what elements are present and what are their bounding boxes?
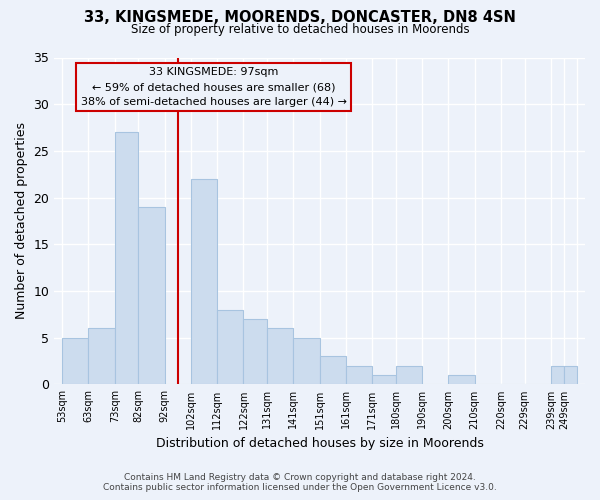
Bar <box>244 319 267 384</box>
Bar <box>191 179 217 384</box>
Bar <box>293 338 320 384</box>
Y-axis label: Number of detached properties: Number of detached properties <box>15 122 28 320</box>
Bar <box>346 366 372 384</box>
Text: 33 KINGSMEDE: 97sqm
← 59% of detached houses are smaller (68)
38% of semi-detach: 33 KINGSMEDE: 97sqm ← 59% of detached ho… <box>80 68 347 107</box>
Bar <box>267 328 293 384</box>
Bar <box>139 207 164 384</box>
Bar <box>551 366 564 384</box>
Bar <box>115 132 139 384</box>
Bar <box>217 310 244 384</box>
Bar <box>564 366 577 384</box>
Bar <box>372 375 396 384</box>
Text: Size of property relative to detached houses in Moorends: Size of property relative to detached ho… <box>131 22 469 36</box>
Bar <box>88 328 115 384</box>
Bar <box>320 356 346 384</box>
Bar <box>396 366 422 384</box>
X-axis label: Distribution of detached houses by size in Moorends: Distribution of detached houses by size … <box>156 437 484 450</box>
Bar <box>62 338 88 384</box>
Text: 33, KINGSMEDE, MOORENDS, DONCASTER, DN8 4SN: 33, KINGSMEDE, MOORENDS, DONCASTER, DN8 … <box>84 10 516 25</box>
Bar <box>448 375 475 384</box>
Text: Contains HM Land Registry data © Crown copyright and database right 2024.
Contai: Contains HM Land Registry data © Crown c… <box>103 473 497 492</box>
